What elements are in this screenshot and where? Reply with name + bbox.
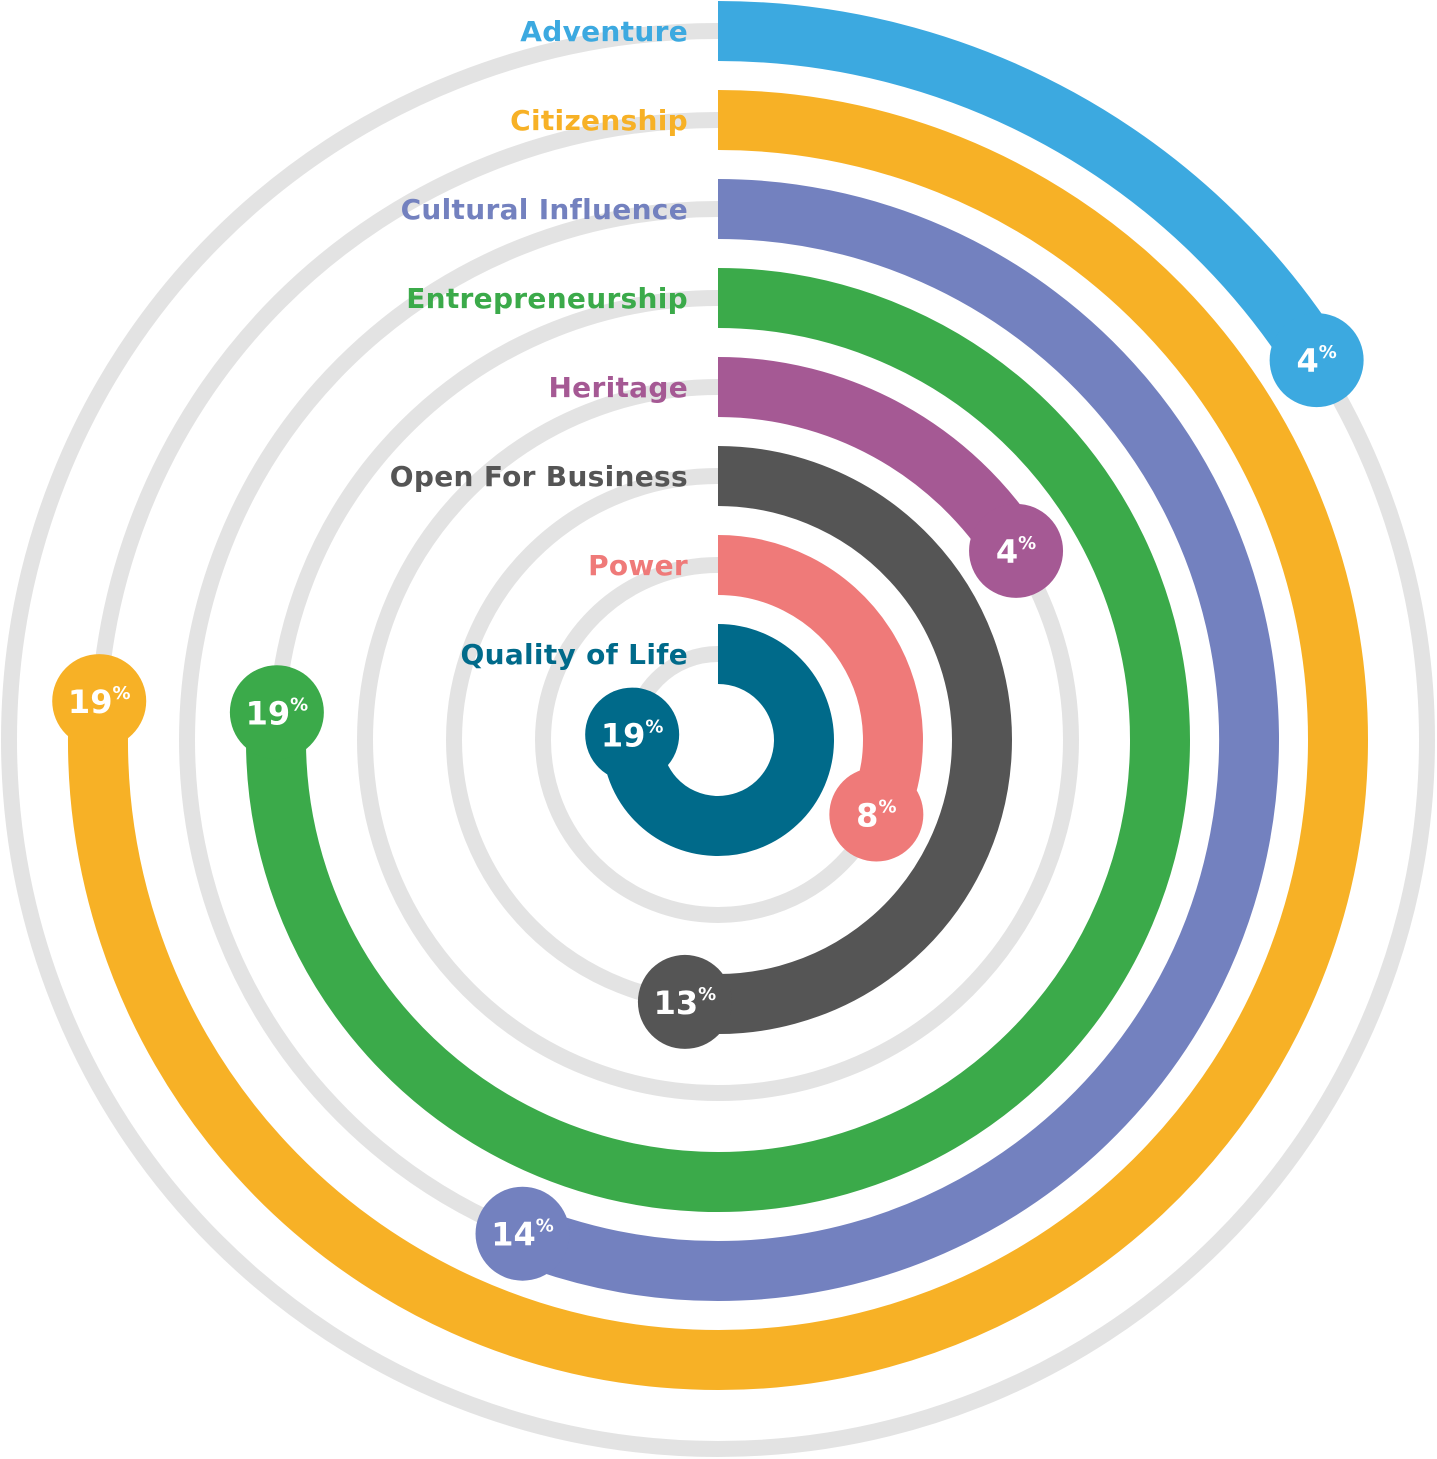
category-label-adventure: Adventure: [520, 15, 688, 48]
value-unit: %: [290, 694, 308, 715]
data-label-entrepreneurship: 19%: [246, 694, 309, 732]
data-label-cultural-influence: 14%: [491, 1216, 554, 1254]
value-unit: %: [645, 717, 663, 738]
category-label-open-for-business: Open For Business: [390, 460, 688, 493]
data-label-quality-of-life: 19%: [601, 717, 664, 755]
bar-adventure: [717, 1, 1342, 377]
value-badge-quality-of-life: [585, 687, 680, 782]
value-number: 14: [491, 1216, 536, 1254]
value-unit: %: [112, 683, 130, 704]
value-number: 19: [246, 694, 291, 732]
bar-heritage: [717, 357, 1042, 568]
value-badge-entrepreneurship: [229, 665, 324, 760]
value-number: 4: [996, 533, 1018, 571]
value-badge-citizenship: [52, 654, 147, 749]
bar-quality-of-life: [602, 624, 834, 856]
category-label-quality-of-life: Quality of Life: [461, 638, 689, 671]
bar-entrepreneurship: [246, 268, 1190, 1212]
value-unit: %: [536, 1216, 554, 1237]
category-label-cultural-influence: Cultural Influence: [401, 193, 688, 226]
value-unit: %: [1319, 342, 1337, 363]
category-labels: Adventure Citizenship Cultural Influence En…: [390, 15, 688, 671]
category-label-power: Power: [588, 549, 688, 582]
data-label-power: 8%: [856, 797, 896, 835]
bar-cultural-influence: [511, 179, 1279, 1301]
bar-arcs: 4%19%14%19%4%13%8%19%: [52, 1, 1368, 1390]
value-badge-power: [829, 767, 924, 862]
bar-power: [717, 535, 923, 828]
bar-citizenship: [68, 90, 1368, 1390]
value-unit: %: [878, 797, 896, 818]
value-badge-adventure: [1269, 313, 1364, 408]
category-label-heritage: Heritage: [548, 371, 688, 404]
data-label-heritage: 4%: [996, 533, 1036, 571]
value-number: 4: [1296, 342, 1318, 380]
value-unit: %: [1018, 533, 1036, 554]
value-badge-heritage: [969, 503, 1064, 598]
bar-open-for-business: [681, 446, 1012, 1034]
data-label-open-for-business: 13%: [654, 984, 717, 1022]
data-label-citizenship: 19%: [68, 683, 131, 721]
value-number: 8: [856, 797, 878, 835]
value-number: 19: [601, 717, 646, 755]
data-label-adventure: 4%: [1296, 342, 1336, 380]
value-number: 13: [654, 984, 699, 1022]
value-badge-cultural-influence: [475, 1186, 570, 1281]
value-badge-open-for-business: [637, 954, 732, 1049]
value-unit: %: [698, 984, 716, 1005]
category-label-entrepreneurship: Entrepreneurship: [406, 282, 688, 315]
category-label-citizenship: Citizenship: [510, 104, 688, 137]
value-number: 19: [68, 683, 113, 721]
